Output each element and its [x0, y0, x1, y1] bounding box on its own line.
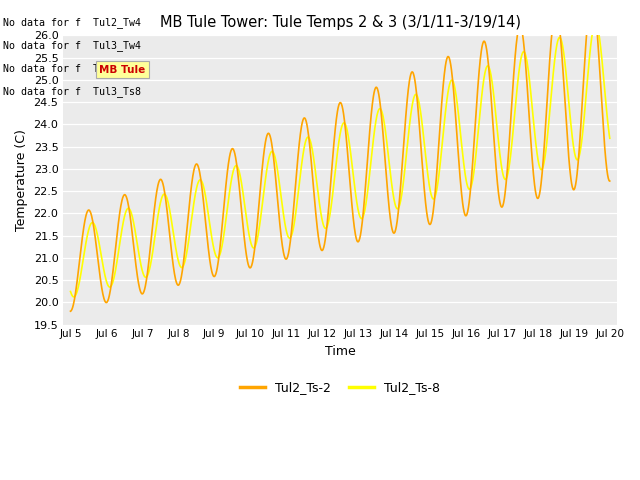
Tul2_Ts-8 — [131, 225, 138, 230]
Legend: Tul2_Ts-2, Tul2_Ts-8: Tul2_Ts-2, Tul2_Ts-8 — [235, 376, 445, 399]
Tul2_Ts-8 — [592, 20, 600, 26]
Tul2_Ts-2 — [307, 150, 314, 156]
Y-axis label: Temperature (C): Temperature (C) — [15, 129, 28, 231]
Tul2_Ts-2 — [67, 308, 74, 314]
Text: No data for f  Tul3_Ts2: No data for f Tul3_Ts2 — [3, 63, 141, 74]
Text: No data for f  Tul3_Tw4: No data for f Tul3_Tw4 — [3, 40, 141, 51]
X-axis label: Time: Time — [324, 345, 355, 358]
Tul2_Ts-8 — [606, 135, 614, 141]
Tul2_Ts-8 — [317, 208, 324, 214]
Tul2_Ts-8 — [109, 280, 116, 286]
Tul2_Ts-8 — [374, 109, 381, 115]
Tul2_Ts-2 — [296, 141, 303, 146]
Tul2_Ts-8 — [67, 288, 74, 294]
Text: No data for f  Tul2_Tw4: No data for f Tul2_Tw4 — [3, 17, 141, 28]
Line: Tul2_Ts-8: Tul2_Ts-8 — [70, 23, 610, 297]
Tul2_Ts-2 — [606, 178, 614, 184]
Title: MB Tule Tower: Tule Temps 2 & 3 (3/1/11-3/19/14): MB Tule Tower: Tule Temps 2 & 3 (3/1/11-… — [159, 15, 520, 30]
Text: No data for f  Tul3_Ts8: No data for f Tul3_Ts8 — [3, 86, 141, 97]
Tul2_Ts-2 — [131, 247, 138, 253]
Text: MB Tule: MB Tule — [99, 65, 145, 74]
Tul2_Ts-8 — [70, 294, 77, 300]
Tul2_Ts-2 — [374, 86, 381, 92]
Tul2_Ts-2 — [108, 275, 116, 280]
Line: Tul2_Ts-2: Tul2_Ts-2 — [70, 0, 610, 311]
Tul2_Ts-8 — [307, 140, 315, 145]
Tul2_Ts-8 — [296, 178, 303, 183]
Tul2_Ts-2 — [316, 244, 324, 250]
